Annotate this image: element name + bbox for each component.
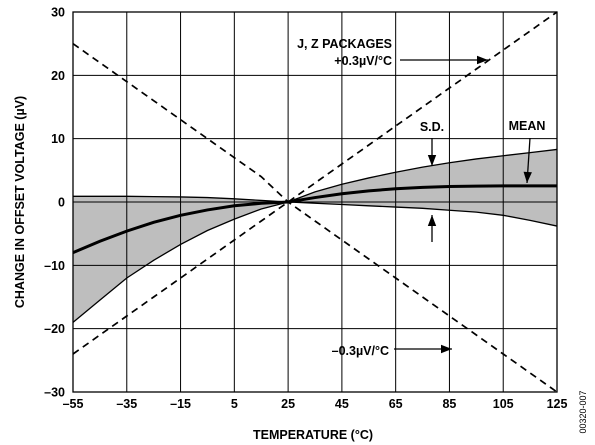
y-axis-title: CHANGE IN OFFSET VOLTAGE (µV) [13,96,27,308]
x-tick-label: –55 [63,397,84,411]
y-tick-label: –10 [44,259,65,273]
x-tick-label: 65 [389,397,403,411]
annotation-positive-slope: +0.3µV/°C [334,54,392,68]
y-tick-label: –30 [44,386,65,400]
x-tick-label: 45 [335,397,349,411]
series-line-2 [72,201,558,323]
annotation-sd: S.D. [420,120,444,134]
sd-band-fill [73,149,557,323]
series-line-0 [72,184,557,255]
series-line-3 [72,11,558,355]
sd-lower-arrow-head [427,215,437,226]
y-tick-label: 10 [51,132,65,146]
mean-arrow-head [523,171,532,183]
x-tick-label: –35 [116,397,137,411]
annotation-mean: MEAN [509,119,546,133]
series-line-1 [73,148,558,203]
series-line-4 [72,42,558,393]
y-tick-label: 30 [51,6,65,20]
grid-layer [72,11,558,393]
x-tick-label: 5 [231,397,238,411]
x-tick-label: 125 [547,397,568,411]
annotation-packages: J, Z PACKAGES [297,37,392,51]
packages-arrow-head [477,55,488,65]
y-tick-label: –20 [44,322,65,336]
x-tick-label: –15 [170,397,191,411]
x-tick-label: 105 [493,397,514,411]
sd-upper-arrow-head [427,155,437,166]
annotation-layer: J, Z PACKAGES +0.3µV/°C –0.3µV/°C S.D. M… [297,37,545,358]
plot-frame [72,11,558,393]
series-layer [72,11,558,393]
x-tick-label: 85 [442,397,456,411]
y-tick-label: 0 [58,196,65,210]
y-tick-label: 20 [51,69,65,83]
neg-slope-arrow-head [441,344,452,354]
figure-id: 00320-007 [578,390,588,433]
tick-label-layer: –55 –35 –15 5 25 45 65 85 105 125 –30 –20 –10 0 10 20 30 [44,6,567,412]
x-tick-label: 25 [281,397,295,411]
annotation-negative-slope: –0.3µV/°C [332,344,389,358]
sd-band-layer [73,149,557,323]
x-axis-title: TEMPERATURE (°C) [253,428,373,442]
